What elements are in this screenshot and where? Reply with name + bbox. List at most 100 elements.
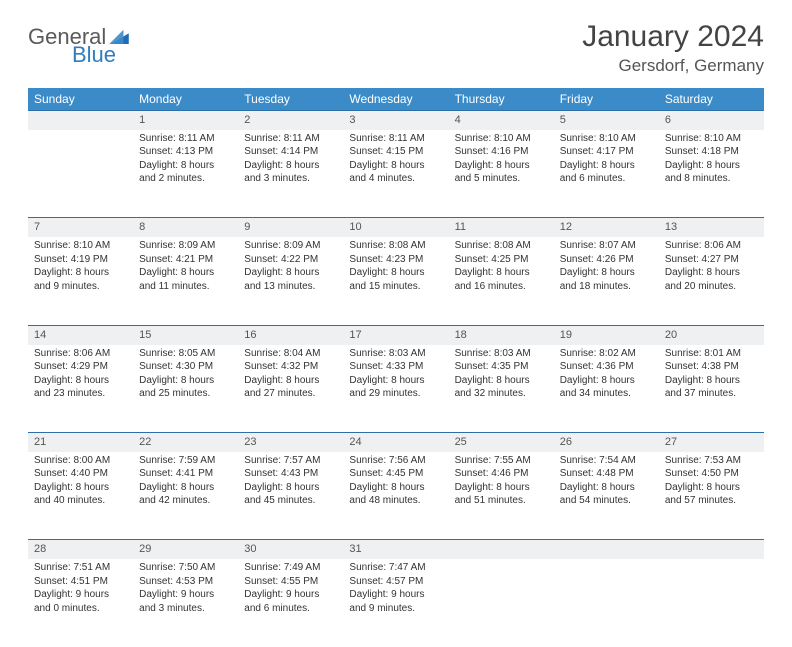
day-number — [554, 540, 659, 559]
sunrise-text: Sunrise: 7:56 AM — [349, 454, 442, 468]
daylight-text: and 57 minutes. — [665, 494, 758, 508]
daylight-text: Daylight: 8 hours — [244, 159, 337, 173]
weekday-header: Sunday — [28, 88, 133, 111]
day-number: 3 — [343, 111, 448, 130]
sunset-text: Sunset: 4:43 PM — [244, 467, 337, 481]
sunrise-text: Sunrise: 8:06 AM — [34, 347, 127, 361]
day-number: 15 — [133, 325, 238, 344]
day-number: 4 — [449, 111, 554, 130]
day-cell: Sunrise: 8:10 AMSunset: 4:17 PMDaylight:… — [554, 130, 659, 218]
sunset-text: Sunset: 4:27 PM — [665, 253, 758, 267]
sunrise-text: Sunrise: 8:11 AM — [139, 132, 232, 146]
day-number: 24 — [343, 433, 448, 452]
sunrise-text: Sunrise: 7:51 AM — [34, 561, 127, 575]
daylight-text: Daylight: 8 hours — [455, 266, 548, 280]
daylight-text: and 40 minutes. — [34, 494, 127, 508]
sunrise-text: Sunrise: 8:10 AM — [665, 132, 758, 146]
daylight-text: and 20 minutes. — [665, 280, 758, 294]
daylight-text: and 4 minutes. — [349, 172, 442, 186]
daylight-text: Daylight: 8 hours — [560, 266, 653, 280]
day-cell: Sunrise: 8:10 AMSunset: 4:18 PMDaylight:… — [659, 130, 764, 218]
daylight-text: Daylight: 8 hours — [560, 159, 653, 173]
day-number — [28, 111, 133, 130]
daylight-text: Daylight: 9 hours — [34, 588, 127, 602]
location-label: Gersdorf, Germany — [582, 56, 764, 76]
day-cell: Sunrise: 8:11 AMSunset: 4:13 PMDaylight:… — [133, 130, 238, 218]
day-cell: Sunrise: 7:54 AMSunset: 4:48 PMDaylight:… — [554, 452, 659, 540]
day-cell: Sunrise: 7:59 AMSunset: 4:41 PMDaylight:… — [133, 452, 238, 540]
day-cell: Sunrise: 8:09 AMSunset: 4:22 PMDaylight:… — [238, 237, 343, 325]
day-cell: Sunrise: 7:57 AMSunset: 4:43 PMDaylight:… — [238, 452, 343, 540]
sunset-text: Sunset: 4:40 PM — [34, 467, 127, 481]
daylight-text: Daylight: 8 hours — [349, 374, 442, 388]
sunrise-text: Sunrise: 7:50 AM — [139, 561, 232, 575]
daylight-text: Daylight: 8 hours — [34, 266, 127, 280]
sunset-text: Sunset: 4:35 PM — [455, 360, 548, 374]
day-number: 23 — [238, 433, 343, 452]
sunrise-text: Sunrise: 8:11 AM — [244, 132, 337, 146]
weekday-header: Wednesday — [343, 88, 448, 111]
daylight-text: and 8 minutes. — [665, 172, 758, 186]
sunset-text: Sunset: 4:25 PM — [455, 253, 548, 267]
day-number: 26 — [554, 433, 659, 452]
day-number — [659, 540, 764, 559]
month-title: January 2024 — [582, 20, 764, 54]
calendar-table: Sunday Monday Tuesday Wednesday Thursday… — [28, 88, 764, 647]
day-number-row: 21222324252627 — [28, 433, 764, 452]
day-number-row: 78910111213 — [28, 218, 764, 237]
daylight-text: Daylight: 8 hours — [455, 159, 548, 173]
day-number: 22 — [133, 433, 238, 452]
logo: GeneralBlue — [28, 26, 129, 66]
weekday-header: Monday — [133, 88, 238, 111]
daylight-text: and 32 minutes. — [455, 387, 548, 401]
sunset-text: Sunset: 4:36 PM — [560, 360, 653, 374]
daylight-text: Daylight: 9 hours — [244, 588, 337, 602]
sunrise-text: Sunrise: 8:05 AM — [139, 347, 232, 361]
sunrise-text: Sunrise: 8:10 AM — [455, 132, 548, 146]
daylight-text: Daylight: 8 hours — [455, 481, 548, 495]
daylight-text: and 15 minutes. — [349, 280, 442, 294]
daylight-text: and 3 minutes. — [244, 172, 337, 186]
sunrise-text: Sunrise: 8:08 AM — [349, 239, 442, 253]
day-number: 12 — [554, 218, 659, 237]
sunrise-text: Sunrise: 7:49 AM — [244, 561, 337, 575]
day-number: 21 — [28, 433, 133, 452]
sunset-text: Sunset: 4:26 PM — [560, 253, 653, 267]
sunrise-text: Sunrise: 8:00 AM — [34, 454, 127, 468]
daylight-text: Daylight: 8 hours — [560, 374, 653, 388]
day-number: 31 — [343, 540, 448, 559]
sunrise-text: Sunrise: 8:06 AM — [665, 239, 758, 253]
day-cell: Sunrise: 8:03 AMSunset: 4:35 PMDaylight:… — [449, 345, 554, 433]
daylight-text: Daylight: 8 hours — [665, 159, 758, 173]
daylight-text: and 9 minutes. — [349, 602, 442, 616]
daylight-text: and 54 minutes. — [560, 494, 653, 508]
day-number: 14 — [28, 325, 133, 344]
sunrise-text: Sunrise: 8:07 AM — [560, 239, 653, 253]
day-cell: Sunrise: 8:10 AMSunset: 4:19 PMDaylight:… — [28, 237, 133, 325]
daylight-text: and 45 minutes. — [244, 494, 337, 508]
day-cell: Sunrise: 8:08 AMSunset: 4:25 PMDaylight:… — [449, 237, 554, 325]
day-cell — [449, 559, 554, 647]
day-cell: Sunrise: 8:10 AMSunset: 4:16 PMDaylight:… — [449, 130, 554, 218]
day-number: 11 — [449, 218, 554, 237]
day-number: 30 — [238, 540, 343, 559]
header: GeneralBlue January 2024 Gersdorf, Germa… — [28, 20, 764, 76]
weekday-header: Thursday — [449, 88, 554, 111]
daylight-text: and 18 minutes. — [560, 280, 653, 294]
day-number: 6 — [659, 111, 764, 130]
daylight-text: and 0 minutes. — [34, 602, 127, 616]
daylight-text: Daylight: 8 hours — [34, 374, 127, 388]
daylight-text: and 6 minutes. — [244, 602, 337, 616]
sunrise-text: Sunrise: 7:47 AM — [349, 561, 442, 575]
sunset-text: Sunset: 4:48 PM — [560, 467, 653, 481]
day-content-row: Sunrise: 8:00 AMSunset: 4:40 PM Daylight:… — [28, 452, 764, 540]
day-cell: Sunrise: 8:07 AMSunset: 4:26 PMDaylight:… — [554, 237, 659, 325]
daylight-text: and 3 minutes. — [139, 602, 232, 616]
sunrise-text: Sunrise: 8:09 AM — [244, 239, 337, 253]
day-cell: Sunrise: 7:51 AMSunset: 4:51 PMDaylight:… — [28, 559, 133, 647]
sunset-text: Sunset: 4:13 PM — [139, 145, 232, 159]
sunrise-text: Sunrise: 8:08 AM — [455, 239, 548, 253]
day-content-row: Sunrise: 8:10 AMSunset: 4:19 PMDaylight:… — [28, 237, 764, 325]
weekday-header: Saturday — [659, 88, 764, 111]
day-number: 8 — [133, 218, 238, 237]
